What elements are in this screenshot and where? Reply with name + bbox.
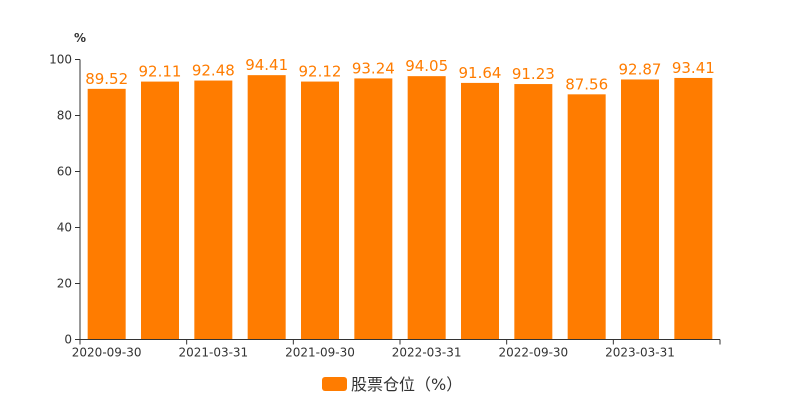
- bars-group: [87, 75, 713, 340]
- data-labels-group: 89.52 92.11 92.48 94.41 92.12 93.24 94.05 91.64…: [85, 56, 715, 93]
- bar[interactable]: [621, 79, 659, 340]
- data-label: 87.56: [565, 75, 608, 93]
- x-axis: 2020-09-30 2021-03-31 2021-09-30 2022-03-31…: [72, 339, 721, 360]
- y-tick-label: 20: [57, 277, 72, 291]
- x-tick-label: 2022-03-31: [392, 346, 462, 360]
- bar[interactable]: [674, 77, 713, 340]
- legend-label[interactable]: 股票仓位（%）: [351, 375, 462, 394]
- y-axis: 0 20 40 60 80 100: [49, 53, 81, 347]
- x-tick-label: 2020-09-30: [72, 346, 142, 360]
- bar[interactable]: [87, 88, 126, 340]
- data-label: 93.24: [352, 59, 395, 77]
- data-label: 92.48: [192, 62, 235, 80]
- bar[interactable]: [514, 84, 553, 340]
- legend-swatch[interactable]: [322, 377, 347, 391]
- data-label: 94.05: [405, 57, 448, 75]
- data-label: 92.11: [139, 63, 182, 81]
- bar[interactable]: [247, 75, 286, 340]
- y-axis-unit: %: [74, 31, 86, 45]
- x-tick-label: 2021-03-31: [178, 346, 248, 360]
- bar[interactable]: [407, 76, 446, 340]
- bar[interactable]: [301, 81, 339, 340]
- bar[interactable]: [194, 80, 233, 340]
- bar[interactable]: [461, 82, 499, 340]
- x-tick-label: 2023-03-31: [605, 346, 675, 360]
- x-tick-label: 2021-09-30: [285, 346, 355, 360]
- y-tick-label: 100: [49, 53, 72, 67]
- x-tick-label: 2022-09-30: [498, 346, 568, 360]
- data-label: 93.41: [672, 59, 715, 77]
- data-label: 94.41: [245, 56, 288, 74]
- bar[interactable]: [141, 81, 179, 340]
- y-tick-label: 0: [64, 333, 72, 347]
- data-label: 91.64: [459, 64, 502, 82]
- y-tick-label: 80: [57, 109, 72, 123]
- data-label: 92.87: [619, 60, 662, 78]
- data-label: 91.23: [512, 65, 555, 83]
- bar[interactable]: [354, 78, 393, 340]
- y-tick-label: 40: [57, 221, 72, 235]
- legend[interactable]: 股票仓位（%）: [322, 375, 462, 394]
- y-tick-label: 60: [57, 165, 72, 179]
- data-label: 92.12: [299, 63, 342, 81]
- bar[interactable]: [567, 94, 606, 340]
- data-label: 89.52: [85, 70, 128, 88]
